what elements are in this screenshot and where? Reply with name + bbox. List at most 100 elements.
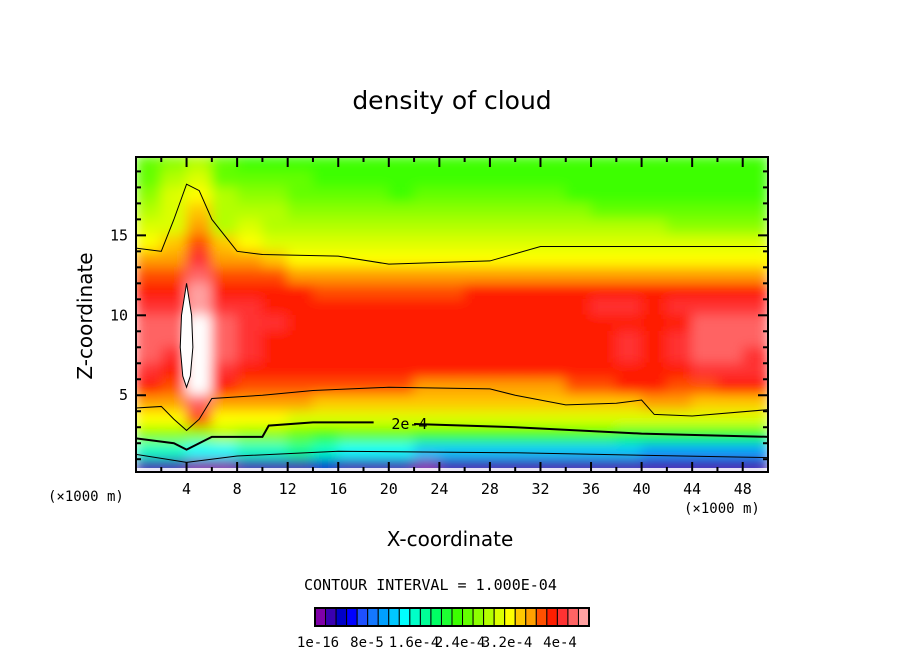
heatmap-cell — [514, 298, 541, 316]
heatmap-cell — [742, 250, 768, 268]
heatmap-cell — [413, 362, 440, 380]
heatmap-cell — [539, 410, 567, 428]
heatmap-cell — [136, 218, 162, 236]
heatmap-cell — [514, 218, 541, 236]
heatmap-cell — [413, 157, 440, 172]
heatmap-cell — [160, 362, 188, 380]
heatmap-cell — [388, 346, 415, 364]
heatmap-cell — [363, 282, 390, 300]
heatmap-cell — [312, 282, 339, 300]
heatmap-cell — [211, 298, 238, 316]
heatmap-cell — [489, 362, 516, 380]
heatmap-cell — [363, 394, 390, 412]
heatmap-cell — [160, 250, 188, 268]
heatmap-cell — [438, 250, 466, 268]
colorbar-label: 1.6e-4 — [389, 635, 440, 651]
heatmap-cell — [438, 157, 466, 172]
heatmap-cell — [337, 250, 365, 268]
heatmap-cell — [287, 234, 314, 252]
heatmap-cell — [236, 282, 263, 300]
heatmap-cell — [641, 442, 668, 460]
heatmap-cell — [539, 346, 567, 364]
heatmap-cell — [261, 218, 289, 236]
heatmap-cell — [312, 218, 339, 236]
heatmap-cell — [287, 250, 314, 268]
heatmap-cell — [337, 298, 365, 316]
heatmap-cell — [211, 157, 238, 172]
heatmap-cell — [716, 186, 744, 204]
heatmap-cell — [464, 346, 491, 364]
heatmap-cell — [388, 282, 415, 300]
heatmap-cell — [691, 250, 718, 268]
heatmap-cell — [438, 298, 466, 316]
heatmap-cell — [716, 157, 744, 172]
heatmap-cell — [615, 218, 643, 236]
heatmap-cell — [691, 410, 718, 428]
heatmap-cell — [388, 426, 415, 444]
heatmap-cell — [413, 186, 440, 204]
heatmap-cell — [261, 202, 289, 220]
heatmap-cell — [615, 330, 643, 348]
heatmap-cell — [136, 298, 162, 316]
heatmap-cell — [539, 426, 567, 444]
x-axis-label: X-coordinate — [386, 527, 514, 551]
heatmap-cell — [666, 362, 693, 380]
colorbar-label: 1e-16 — [297, 635, 339, 651]
heatmap-cell — [438, 330, 466, 348]
heatmap-cell — [236, 266, 263, 284]
heatmap-cell — [160, 298, 188, 316]
heatmap-cell — [388, 266, 415, 284]
heatmap-cell — [388, 157, 415, 172]
heatmap-cell — [337, 426, 365, 444]
heatmap-cell — [514, 426, 541, 444]
colorbar-swatch — [440, 607, 453, 627]
heatmap-cell — [742, 298, 768, 316]
heatmap-cell — [641, 202, 668, 220]
heatmap-cell — [261, 298, 289, 316]
heatmap-cell — [186, 314, 213, 332]
heatmap-cell — [590, 330, 617, 348]
heatmap-cell — [514, 186, 541, 204]
heatmap-cell — [236, 250, 263, 268]
colorbar-swatch — [556, 607, 569, 627]
heatmap-cell — [363, 186, 390, 204]
heatmap-cell — [716, 250, 744, 268]
heatmap-cell — [539, 362, 567, 380]
heatmap-cell — [236, 346, 263, 364]
heatmap-cell — [236, 426, 263, 444]
heatmap-cell — [438, 410, 466, 428]
colorbar-swatch — [325, 607, 337, 627]
heatmap-cell — [666, 314, 693, 332]
heatmap-cell — [388, 458, 415, 472]
heatmap-cell — [691, 442, 718, 460]
contour-line-2e-4 — [136, 421, 374, 451]
heatmap-cell — [211, 442, 238, 460]
heatmap-cell — [514, 202, 541, 220]
heatmap-cell — [716, 458, 744, 472]
heatmap-cell — [337, 202, 365, 220]
heatmap-cell — [337, 170, 365, 188]
heatmap-cell — [539, 218, 567, 236]
heatmap-cell — [388, 394, 415, 412]
heatmap-cell — [742, 378, 768, 396]
heatmap-cell — [388, 218, 415, 236]
heatmap-cell — [136, 170, 162, 188]
heatmap-cell — [413, 282, 440, 300]
heatmap-cell — [691, 314, 718, 332]
heatmap-cell — [438, 426, 466, 444]
heatmap-cell — [489, 170, 516, 188]
heatmap-cell — [615, 442, 643, 460]
heatmap-cell — [312, 186, 339, 204]
heatmap-cell — [489, 157, 516, 172]
colorbar-swatch — [472, 607, 485, 627]
colorbar-label: 2.4e-4 — [435, 635, 486, 651]
heatmap-cell — [666, 346, 693, 364]
heatmap-cell — [337, 410, 365, 428]
heatmap-cell — [565, 250, 592, 268]
heatmap-cell — [363, 234, 390, 252]
heatmap-cell — [590, 170, 617, 188]
heatmap-cell — [261, 394, 289, 412]
colorbar-label: 8e-5 — [350, 635, 384, 651]
heatmap-cell — [287, 458, 314, 472]
heatmap-cell — [590, 298, 617, 316]
